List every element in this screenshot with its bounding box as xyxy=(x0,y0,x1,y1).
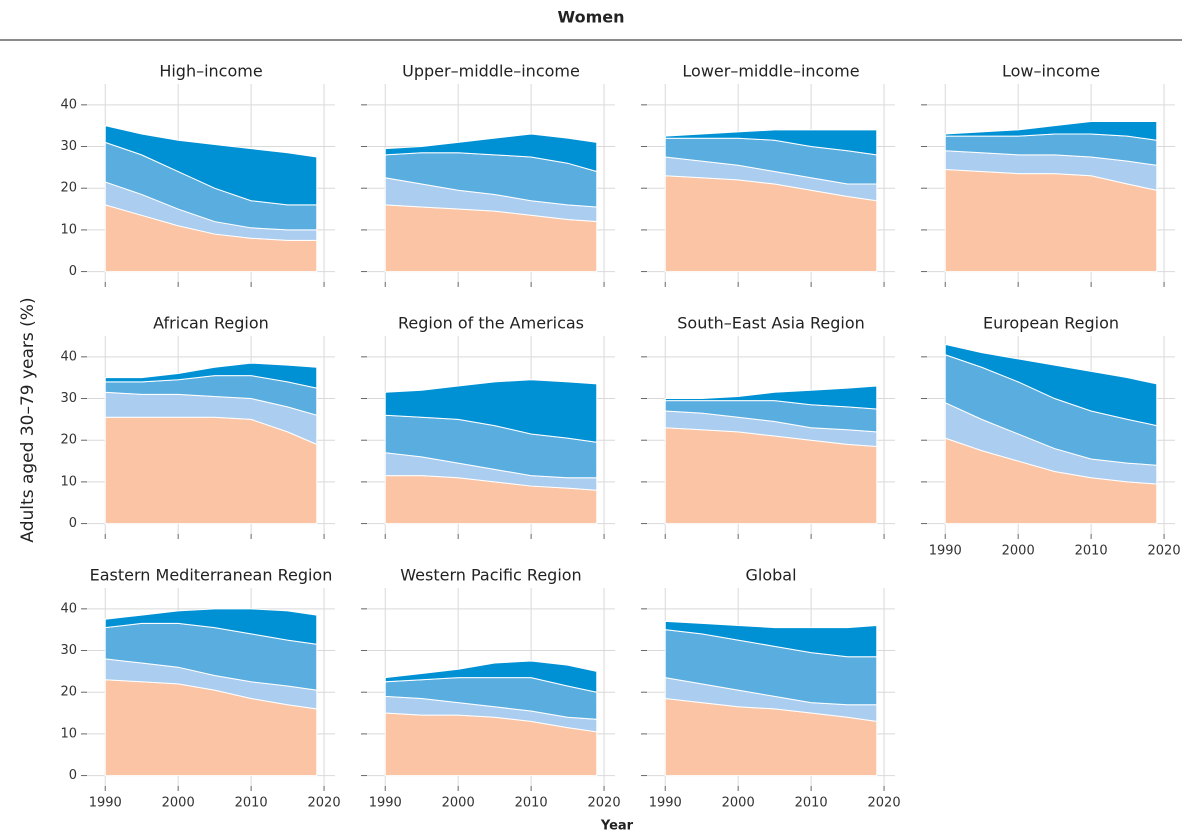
x-tick-label: 2000 xyxy=(722,796,755,811)
x-tick-label: 2020 xyxy=(868,796,901,811)
chart-title: Women xyxy=(558,8,625,27)
x-tick-label: 2010 xyxy=(1075,544,1108,559)
y-tick-label: 30 xyxy=(60,139,77,154)
y-tick-label: 30 xyxy=(60,391,77,406)
area xyxy=(104,608,318,645)
x-tick-label: 1990 xyxy=(649,796,682,811)
area xyxy=(104,416,318,525)
y-tick-label: 40 xyxy=(60,349,77,364)
x-tick-label: 2020 xyxy=(1148,544,1181,559)
y-tick-label: 10 xyxy=(60,222,77,237)
panel-title: High–income xyxy=(159,62,262,81)
panel-title: Eastern Mediterranean Region xyxy=(90,566,333,585)
x-tick-label: 2000 xyxy=(442,796,475,811)
x-tick-label: 2010 xyxy=(515,796,548,811)
area xyxy=(944,168,1158,273)
y-tick-label: 30 xyxy=(60,643,77,658)
x-tick-label: 1990 xyxy=(89,796,122,811)
y-tick-label: 10 xyxy=(60,726,77,741)
area xyxy=(384,660,598,693)
area xyxy=(104,362,318,389)
panel-title: Global xyxy=(745,566,796,585)
area xyxy=(104,125,318,206)
x-tick-label: 2010 xyxy=(795,796,828,811)
x-tick-label: 2000 xyxy=(1002,544,1035,559)
x-tick-label: 1990 xyxy=(929,544,962,559)
y-tick-label: 0 xyxy=(69,516,77,531)
x-axis-label: Year xyxy=(600,819,634,834)
x-tick-label: 2020 xyxy=(308,796,341,811)
panel-title: European Region xyxy=(983,314,1119,333)
x-tick-label: 1990 xyxy=(369,796,402,811)
y-axis-label: Adults aged 30–79 years (%) xyxy=(18,297,38,542)
y-tick-label: 0 xyxy=(69,768,77,783)
y-tick-label: 20 xyxy=(60,685,77,700)
y-tick-label: 40 xyxy=(60,601,77,616)
area xyxy=(664,620,878,658)
panel-title: Upper–middle–income xyxy=(402,62,580,81)
x-tick-label: 2000 xyxy=(162,796,195,811)
y-tick-label: 10 xyxy=(60,474,77,489)
panel-title: Lower–middle–income xyxy=(682,62,859,81)
panel-title: South–East Asia Region xyxy=(677,314,865,333)
panel-title: African Region xyxy=(153,314,269,333)
area xyxy=(384,379,598,443)
x-tick-label: 2010 xyxy=(235,796,268,811)
area xyxy=(944,343,1158,427)
area xyxy=(384,133,598,173)
y-tick-label: 20 xyxy=(60,181,77,196)
panel-title: Western Pacific Region xyxy=(400,566,581,585)
y-tick-label: 40 xyxy=(60,97,77,112)
x-tick-label: 2020 xyxy=(588,796,621,811)
panel-title: Low–income xyxy=(1002,62,1100,81)
area xyxy=(664,385,878,410)
y-tick-label: 20 xyxy=(60,433,77,448)
area xyxy=(944,121,1158,141)
area xyxy=(664,129,878,156)
panel-title: Region of the Americas xyxy=(398,314,584,333)
y-tick-label: 0 xyxy=(69,264,77,279)
